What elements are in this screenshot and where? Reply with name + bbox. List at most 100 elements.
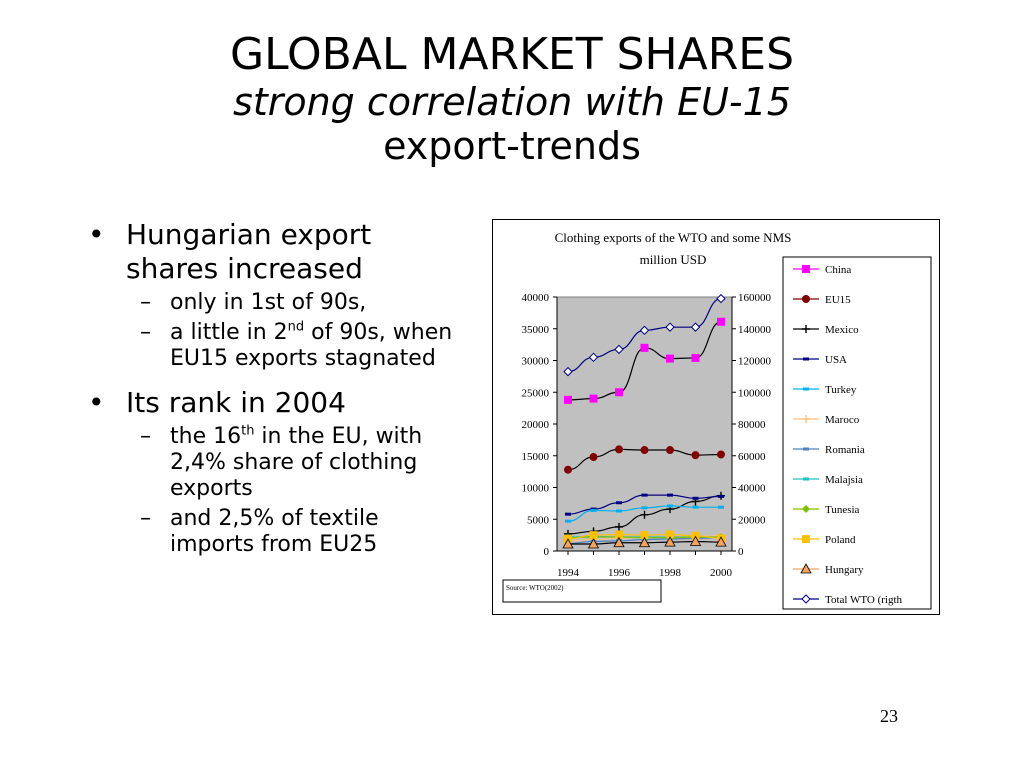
data-point	[613, 536, 625, 548]
legend-marker	[802, 265, 810, 273]
y-left-tick-label: 30000	[522, 356, 550, 368]
data-point	[665, 322, 675, 332]
sub-bullet-item: – a little in 2nd of 90s, when EU15 expo…	[88, 320, 468, 372]
y-left-tick-label: 5000	[527, 514, 550, 526]
bullet-dot: •	[88, 218, 105, 251]
data-point	[589, 394, 598, 403]
data-point	[614, 344, 624, 355]
sub-bullet-dash: –	[140, 506, 151, 531]
data-point	[666, 446, 674, 455]
x-tick-label: 1998	[659, 567, 682, 579]
legend-marker	[803, 357, 809, 361]
sub-bullet-item: – only in 1st of 90s,	[88, 290, 468, 316]
data-point	[641, 506, 648, 510]
legend-label: Romania	[825, 444, 865, 456]
sub-bullet-dash: –	[140, 290, 151, 315]
data-point	[639, 325, 650, 336]
data-point	[563, 366, 573, 377]
legend-label: Mexico	[825, 324, 859, 336]
sub-bullet-item: – the 16th in the EU, with 2,4% share of…	[88, 424, 468, 502]
legend-label: Malajsia	[825, 474, 863, 486]
sub-bullet-item: – and 2,5% of textile imports from EU25	[88, 506, 468, 558]
sub-bullet-text: only in 1st of 90s,	[170, 290, 367, 315]
data-point	[615, 388, 623, 397]
data-point	[717, 317, 725, 326]
data-point	[640, 343, 649, 352]
legend-label: Turkey	[825, 384, 857, 396]
bullet-dot: •	[88, 386, 105, 419]
y-left-tick-label: 15000	[522, 451, 550, 463]
data-point	[664, 536, 676, 547]
source-note: Source: WTO(2002)	[506, 584, 564, 592]
legend-label: USA	[825, 354, 847, 366]
data-point	[715, 536, 727, 547]
y-left-tick-label: 40000	[522, 292, 550, 304]
data-point	[562, 538, 574, 549]
legend-marker	[802, 505, 810, 513]
legend-marker	[803, 387, 809, 391]
data-point	[564, 465, 572, 474]
y-left-tick-label: 25000	[522, 387, 550, 399]
data-point	[690, 322, 701, 332]
bullet-list: • Hungarian export shares increased – on…	[88, 218, 468, 562]
data-point	[666, 530, 674, 539]
x-tick-label: 2000	[710, 567, 733, 579]
legend-label: China	[825, 264, 851, 276]
sub-bullet-dash: –	[140, 320, 151, 345]
legend-label: Hungary	[825, 564, 864, 576]
data-point	[616, 509, 622, 513]
chart-frame: Clothing exports of the WTO and some NMS…	[492, 219, 940, 615]
y-right-tick-label: 0	[738, 546, 744, 558]
legend-label: Maroco	[825, 414, 860, 426]
sub-bullet-text: the 16th in the EU, with 2,4% share of c…	[170, 423, 423, 501]
data-point	[615, 530, 623, 539]
x-tick-label: 1996	[608, 567, 631, 579]
data-point	[716, 293, 726, 304]
legend-marker	[802, 415, 810, 423]
data-point	[590, 508, 597, 512]
legend-marker	[803, 447, 809, 451]
legend-marker	[800, 563, 812, 574]
data-point	[640, 510, 649, 519]
data-point	[589, 453, 598, 462]
data-point	[587, 538, 600, 549]
legend-marker	[803, 477, 809, 481]
data-point	[692, 505, 699, 509]
data-point	[718, 505, 724, 509]
legend-label: Total WTO (rigth	[825, 594, 903, 606]
chart-subtitle: million USD	[640, 252, 707, 267]
data-point	[667, 493, 673, 497]
data-point	[616, 501, 622, 505]
y-left-tick-label: 20000	[522, 419, 550, 431]
legend-label: EU15	[825, 294, 851, 306]
data-point	[638, 536, 651, 548]
y-left-tick-label: 35000	[522, 324, 550, 336]
data-point	[589, 531, 598, 540]
bullet-text: Its rank in 2004	[126, 386, 346, 419]
y-left-tick-label: 0	[544, 546, 550, 558]
data-point	[718, 494, 724, 498]
legend-label: Poland	[825, 534, 856, 546]
data-point	[641, 493, 648, 497]
slide-title: GLOBAL MARKET SHARES	[229, 29, 795, 80]
y-right-tick-label: 120000	[738, 356, 772, 368]
page-number: 23	[880, 706, 898, 726]
y-right-tick-label: 160000	[738, 292, 772, 304]
y-right-tick-label: 20000	[738, 514, 766, 526]
bullet-item: • Its rank in 2004	[88, 386, 468, 420]
sub-bullet-text: a little in 2nd of 90s, when EU15 export…	[170, 319, 453, 371]
data-point	[689, 535, 702, 546]
y-right-tick-label: 140000	[738, 324, 772, 336]
data-point	[692, 496, 699, 500]
legend-label: Tunesia	[825, 504, 860, 516]
slide-subtitle-line1: strong correlation with EU-15	[233, 80, 791, 124]
chart-title: Clothing exports of the WTO and some NMS	[555, 230, 792, 245]
data-point	[667, 504, 673, 508]
slide-subtitle-line2: export-trends	[383, 124, 641, 168]
legend-marker	[802, 325, 810, 333]
slide-title-block: GLOBAL MARKET SHARES strong correlation …	[0, 29, 1024, 169]
line-chart: Clothing exports of the WTO and some NMS…	[502, 230, 932, 610]
data-point	[565, 512, 571, 516]
data-point	[666, 354, 674, 363]
data-point	[564, 395, 572, 404]
